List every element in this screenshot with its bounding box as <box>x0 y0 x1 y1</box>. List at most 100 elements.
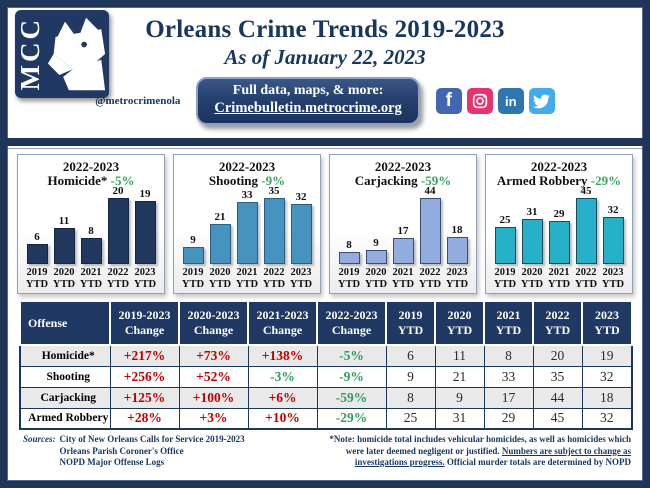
bar-group-2023-ytd: 32 2023 YTD <box>601 204 625 291</box>
bar-value-label: 9 <box>373 237 379 249</box>
crime-stats-table: Offense 2019-2023 Change 2020-2023 Change 2… <box>19 300 633 430</box>
divider-subline <box>7 148 643 149</box>
bar-group-2022-ytd: 35 2022 YTD <box>262 185 286 291</box>
bar-group-2019-ytd: 8 2019 YTD <box>338 239 360 291</box>
ytd-cell: 32 <box>581 365 633 388</box>
change-cell: -9% <box>316 365 387 388</box>
change-cell: +28% <box>109 407 180 430</box>
col-header-2022-2023-change: 2022-2023 Change <box>316 300 387 346</box>
mcc-logo-text: MCC <box>15 17 45 91</box>
change-cell: +125% <box>109 386 180 409</box>
change-cell: +52% <box>178 365 249 388</box>
change-cell: +73% <box>178 344 249 367</box>
x-axis-label: 2022 YTD <box>418 267 442 290</box>
ytd-cell: 9 <box>434 386 485 409</box>
sources-block: Sources: City of New Orleans Calls for S… <box>23 434 245 469</box>
bar-value-label: 21 <box>214 211 226 223</box>
bar-2023-ytd <box>290 204 312 264</box>
bar-value-label: 33 <box>241 189 253 201</box>
note-text: *Note: homicide total includes vehicular… <box>329 434 631 456</box>
table-row-armed-robbery: Armed Robbery +28% +3% +10% -29% 25 31 29 45 32 <box>19 407 633 430</box>
x-axis-label: 2022 YTD <box>262 267 286 290</box>
col-header-2023-ytd: 2023 YTD <box>581 300 633 346</box>
source-line: Orleans Parish Coroner's Office <box>59 445 184 456</box>
change-cell: -3% <box>247 365 318 388</box>
chart-panel-shooting: 2022-2023 Shooting -9% 9 2019 YTD 21 2020 YTD… <box>173 154 321 294</box>
header-divider <box>7 138 643 146</box>
bar-group-2020-ytd: 31 2020 YTD <box>521 206 543 291</box>
col-header-2021-2023-change: 2021-2023 Change <box>247 300 318 346</box>
chart-title-years: 2022-2023 <box>374 159 432 174</box>
chart-change-value: -59% <box>420 173 452 188</box>
chart-title: 2022-2023 Shooting -9% <box>174 155 320 188</box>
crime-bulletin-button[interactable]: Full data, maps, & more: Crimebulletin.m… <box>196 77 420 125</box>
bar-chart: 9 2019 YTD 21 2020 YTD 33 2021 YTD 35 2022 YTD 3… <box>174 185 320 293</box>
table-row-shooting: Shooting +256% +52% -3% -9% 9 21 33 35 32 <box>19 365 633 388</box>
bar-2023-ytd <box>134 201 156 264</box>
cta-text: Full data, maps, & more: <box>232 83 384 98</box>
bar-2020-ytd <box>365 250 387 264</box>
ytd-cell: 35 <box>532 365 583 388</box>
instagram-icon[interactable] <box>466 88 493 114</box>
col-header-2020-2023-change: 2020-2023 Change <box>178 300 249 346</box>
bar-value-label: 8 <box>88 225 94 237</box>
bar-value-label: 45 <box>580 185 592 197</box>
x-axis-label: 2021 YTD <box>235 267 259 290</box>
bar-group-2020-ytd: 9 2020 YTD <box>364 237 388 291</box>
chart-offense-label: Armed Robbery <box>496 173 591 188</box>
x-axis-label: 2020 YTD <box>364 267 388 290</box>
change-cell: +256% <box>109 365 180 388</box>
bar-2021-ytd <box>80 238 102 264</box>
bar-2021-ytd <box>392 238 414 264</box>
linkedin-icon[interactable]: in <box>497 88 524 114</box>
table-row-carjacking: Carjacking +125% +100% +6% -59% 8 9 17 44 18 <box>19 386 633 409</box>
x-axis-label: 2019 YTD <box>181 267 205 290</box>
header: MCC Orleans Crime Trends 2019-2023 As of… <box>7 7 643 138</box>
x-axis-label: 2021 YTD <box>547 267 571 290</box>
bar-value-label: 18 <box>451 224 463 236</box>
bar-group-2021-ytd: 8 2021 YTD <box>80 225 102 291</box>
x-axis-label: 2021 YTD <box>391 267 415 290</box>
bar-2022-ytd <box>263 198 285 264</box>
bar-value-label: 32 <box>607 204 619 216</box>
table-header: Offense 2019-2023 Change 2020-2023 Change 2… <box>19 300 633 346</box>
social-icons: f in <box>435 88 555 114</box>
bar-group-2022-ytd: 44 2022 YTD <box>418 185 442 291</box>
offense-cell: Carjacking <box>19 386 111 409</box>
ytd-cell: 19 <box>581 344 633 367</box>
bar-2021-ytd <box>236 202 258 264</box>
bar-value-label: 11 <box>58 215 70 227</box>
source-line: City of New Orleans Calls for Service 20… <box>59 434 245 444</box>
x-axis-label: 2020 YTD <box>52 267 76 290</box>
cta-link[interactable]: Crimebulletin.metrocrime.org <box>214 100 402 116</box>
bar-2022-ytd <box>419 198 441 264</box>
twitter-icon[interactable] <box>528 88 555 114</box>
chart-offense-label: Shooting <box>208 173 262 188</box>
bar-2019-ytd <box>494 227 516 264</box>
bar-group-2020-ytd: 11 2020 YTD <box>52 215 76 291</box>
chart-change-value: -29% <box>590 173 622 188</box>
offense-cell: Homicide* <box>19 344 111 367</box>
chart-title-years: 2022-2023 <box>62 159 120 174</box>
charts-row: 2022-2023 Homicide* -5% 6 2019 YTD 11 2020 YT… <box>7 149 643 294</box>
x-axis-label: 2023 YTD <box>601 267 625 290</box>
bar-group-2019-ytd: 9 2019 YTD <box>181 234 205 291</box>
ytd-cell: 33 <box>483 365 534 388</box>
bar-2020-ytd <box>53 228 75 264</box>
x-axis-label: 2023 YTD <box>133 267 157 290</box>
facebook-icon[interactable]: f <box>435 88 462 114</box>
bar-value-label: 19 <box>139 188 151 200</box>
bar-value-label: 9 <box>190 234 196 246</box>
ytd-cell: 29 <box>483 407 534 430</box>
bar-value-label: 29 <box>553 208 565 220</box>
bar-value-label: 17 <box>397 225 409 237</box>
note-underlined-text: Numbers are subject to change as investi… <box>354 445 631 468</box>
bar-group-2023-ytd: 32 2023 YTD <box>290 191 312 291</box>
bar-2020-ytd <box>521 219 543 264</box>
x-axis-label: 2020 YTD <box>208 267 232 290</box>
bar-value-label: 35 <box>268 185 280 197</box>
change-cell: +100% <box>178 386 249 409</box>
chart-title: 2022-2023 Carjacking -59% <box>330 155 476 188</box>
bar-group-2022-ytd: 20 2022 YTD <box>107 185 129 291</box>
x-axis-label: 2019 YTD <box>493 267 517 290</box>
